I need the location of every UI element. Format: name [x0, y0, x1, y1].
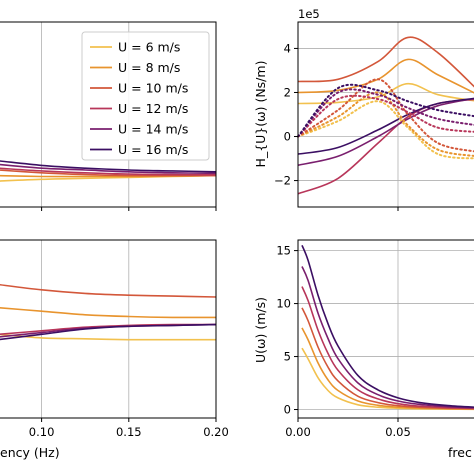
- bottom-right-axes-frame: [297, 239, 474, 419]
- top-right-ytick-label: −2: [274, 174, 291, 188]
- top-right-grid: [298, 22, 474, 207]
- top-right-ytick-label: 0: [284, 130, 291, 144]
- top-right-series-line-6-dotted: [297, 100, 474, 160]
- bottom-right-series-line-10: [301, 307, 474, 410]
- legend-entry-10: U = 10 m/s: [118, 81, 188, 96]
- legend-entry-8: U = 8 m/s: [118, 60, 180, 75]
- bottom-right-ytick-label: 15: [276, 244, 291, 258]
- top-right-series: [297, 36, 474, 195]
- panel-bottom-right: 0.00 0.05 0 5 10 15 U(ω) (m/s) frec: [253, 239, 474, 460]
- bottom-left-series-line-16: [0, 323, 217, 341]
- top-right-ylabel: H_{U}(ω) (Ns/m): [253, 61, 268, 168]
- top-right-axes-frame: [297, 21, 474, 208]
- bottom-right-xtick-label: 0.00: [285, 425, 311, 439]
- bottom-right-ytick-label: 10: [276, 297, 291, 311]
- bottom-right-ytick-label: 0: [284, 403, 291, 417]
- top-right-offset-text: 1e5: [298, 7, 320, 21]
- bottom-left-series-line-6: [0, 333, 216, 341]
- legend-entry-6: U = 6 m/s: [118, 40, 180, 55]
- bottom-left-xlabel: ency (Hz): [0, 445, 60, 460]
- bottom-right-ylabel: U(ω) (m/s): [253, 297, 268, 363]
- top-right-series-line-8-dotted: [297, 91, 474, 157]
- bottom-right-ytick-label: 5: [284, 350, 291, 364]
- bottom-right-xlabel: frec: [448, 445, 472, 460]
- legend-entry-14: U = 14 m/s: [118, 122, 188, 137]
- top-right-series-line-16-dotted: [297, 83, 474, 138]
- legend: U = 6 m/s U = 8 m/s U = 10 m/s U = 12 m/s U …: [81, 31, 210, 161]
- bottom-left-xtick-label: 0.15: [116, 425, 142, 439]
- top-left-ticks: [41, 207, 217, 211]
- bottom-right-xtick-label: 0.05: [385, 425, 411, 439]
- panel-top-left: U = 6 m/s U = 8 m/s U = 10 m/s U = 12 m/s U …: [0, 21, 217, 211]
- top-right-series-line-12-dotted: [297, 94, 474, 138]
- bottom-right-series-line-16: [301, 244, 474, 408]
- top-right-series-line-10: [297, 36, 474, 88]
- top-left-series-line-16: [0, 160, 217, 173]
- top-left-axes-frame: [0, 21, 217, 208]
- panel-bottom-left: 0.10 0.15 0.20 ency (Hz): [0, 239, 229, 460]
- top-right-series-line-6: [297, 82, 474, 105]
- bottom-left-axes-frame: [0, 239, 217, 419]
- top-right-ytick-label: 2: [284, 85, 291, 99]
- bottom-right-series: [301, 244, 474, 411]
- top-right-series-line-8: [297, 58, 474, 94]
- top-right-series-line-14: [297, 97, 474, 166]
- bottom-right-ticks: 0.00 0.05 0 5 10 15: [276, 244, 410, 439]
- bottom-left-xtick-label: 0.20: [203, 425, 229, 439]
- legend-entry-12: U = 12 m/s: [118, 101, 188, 116]
- top-right-series-line-16: [297, 97, 474, 155]
- top-left-series-line-12: [0, 167, 217, 176]
- bottom-left-series-line-10: [0, 283, 217, 298]
- top-left-series: [0, 160, 217, 182]
- top-right-series-line-14-dotted: [297, 88, 474, 138]
- legend-box: [81, 31, 210, 161]
- top-right-series-line-10-dotted: [297, 78, 474, 153]
- bottom-right-series-line-12: [301, 286, 474, 410]
- legend-entry-16: U = 16 m/s: [118, 142, 188, 157]
- top-left-series-line-14: [0, 163, 217, 175]
- bottom-left-xtick-label: 0.10: [29, 425, 55, 439]
- bottom-left-series: [0, 283, 217, 341]
- top-right-ticks: −2 0 2 4: [274, 41, 399, 211]
- top-left-series-line-10: [0, 169, 216, 177]
- panel-top-right: −2 0 2 4 1e5 H_{U}(ω) (Ns/m): [253, 7, 474, 211]
- bottom-left-series-line-8: [0, 306, 217, 319]
- top-right-ytick-label: 4: [284, 41, 291, 55]
- bottom-left-ticks: 0.10 0.15 0.20: [29, 418, 229, 439]
- bottom-right-series-line-8: [301, 327, 474, 410]
- bottom-right-series-line-14: [301, 266, 474, 409]
